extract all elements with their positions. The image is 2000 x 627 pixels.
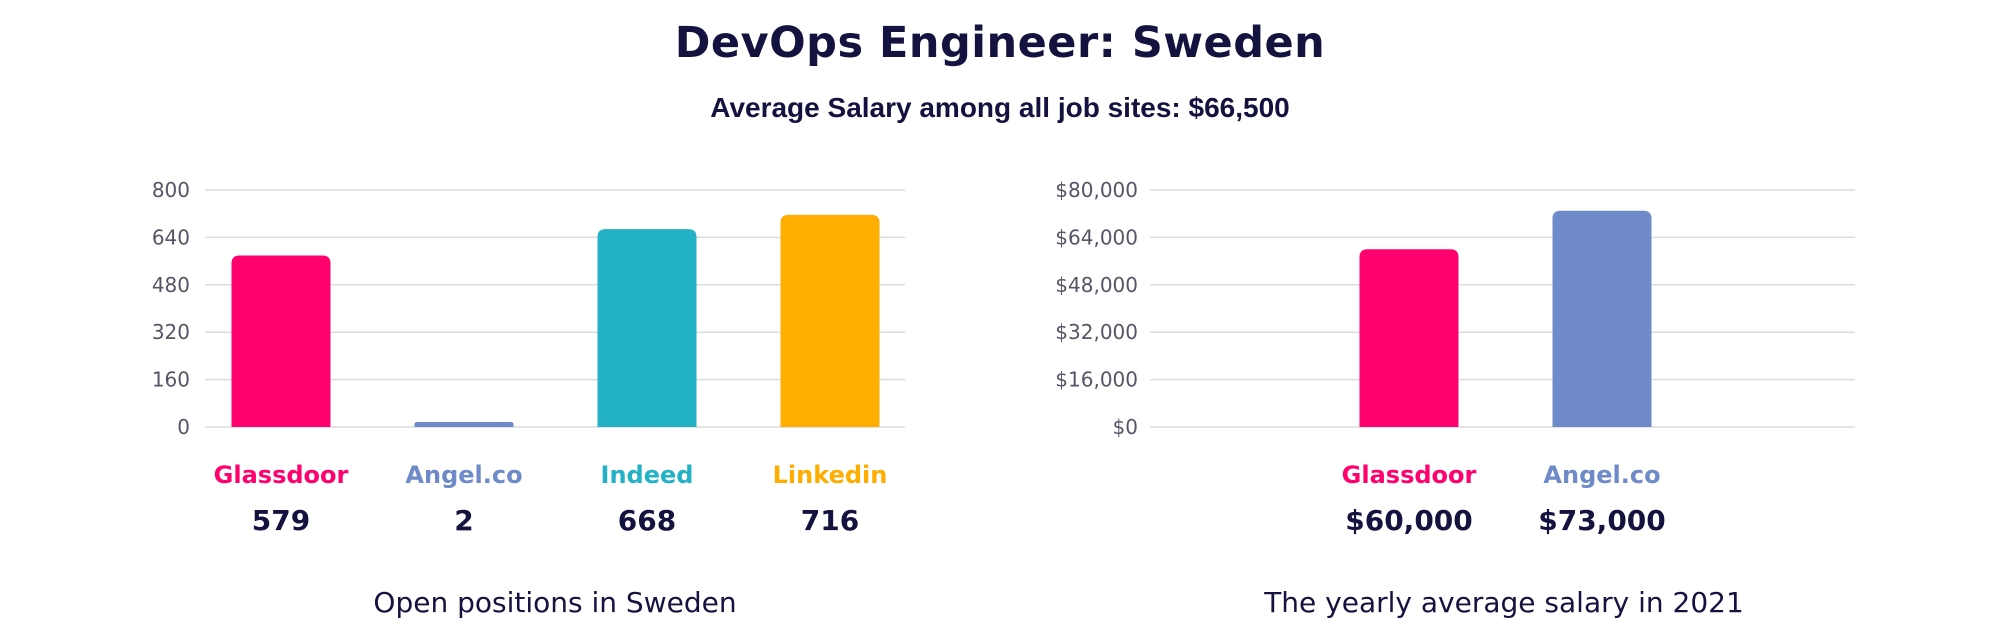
- value-label-linkedin: 716: [801, 504, 859, 537]
- y-tick-label: $64,000: [1055, 225, 1138, 249]
- y-tick-label: 640: [152, 225, 190, 249]
- category-label-angel-co: Angel.co: [405, 461, 522, 489]
- y-tick-label: 320: [152, 320, 190, 344]
- y-tick-label: $16,000: [1055, 368, 1138, 392]
- y-tick-label: $80,000: [1055, 178, 1138, 202]
- value-label-glassdoor: 579: [252, 504, 310, 537]
- chart-caption: Open positions in Sweden: [373, 586, 736, 619]
- open-positions-chart: 0 160 320 480 640 800 Glassdoor 579 Angel.co 2 Ind…: [152, 178, 905, 619]
- bar-angel-co: [1552, 210, 1652, 427]
- bar-angel-co: [414, 422, 514, 427]
- value-label-indeed: 668: [618, 504, 676, 537]
- bar-glassdoor: [231, 255, 331, 427]
- category-label-indeed: Indeed: [601, 461, 694, 489]
- page-title: DevOps Engineer: Sweden: [674, 18, 1326, 68]
- y-tick-label: 480: [152, 273, 190, 297]
- y-tick-label: 160: [152, 368, 190, 392]
- bar-glassdoor: [1359, 249, 1459, 427]
- category-label-glassdoor: Glassdoor: [1342, 461, 1477, 489]
- category-label-linkedin: Linkedin: [773, 461, 888, 489]
- bar-indeed: [597, 229, 697, 427]
- bar-linkedin: [780, 214, 880, 427]
- value-label-angel-co: 2: [454, 504, 473, 537]
- value-label-glassdoor: $60,000: [1345, 504, 1473, 537]
- y-tick-label: $48,000: [1055, 273, 1138, 297]
- y-tick-label: $0: [1113, 415, 1138, 439]
- value-label-angel-co: $73,000: [1538, 504, 1666, 537]
- category-label-angel-co: Angel.co: [1543, 461, 1660, 489]
- chart-caption: The yearly average salary in 2021: [1263, 586, 1744, 619]
- y-tick-label: $32,000: [1055, 320, 1138, 344]
- page-subtitle: Average Salary among all job sites: $66,…: [710, 92, 1290, 123]
- y-tick-label: 800: [152, 178, 190, 202]
- category-label-glassdoor: Glassdoor: [214, 461, 349, 489]
- y-tick-label: 0: [177, 415, 190, 439]
